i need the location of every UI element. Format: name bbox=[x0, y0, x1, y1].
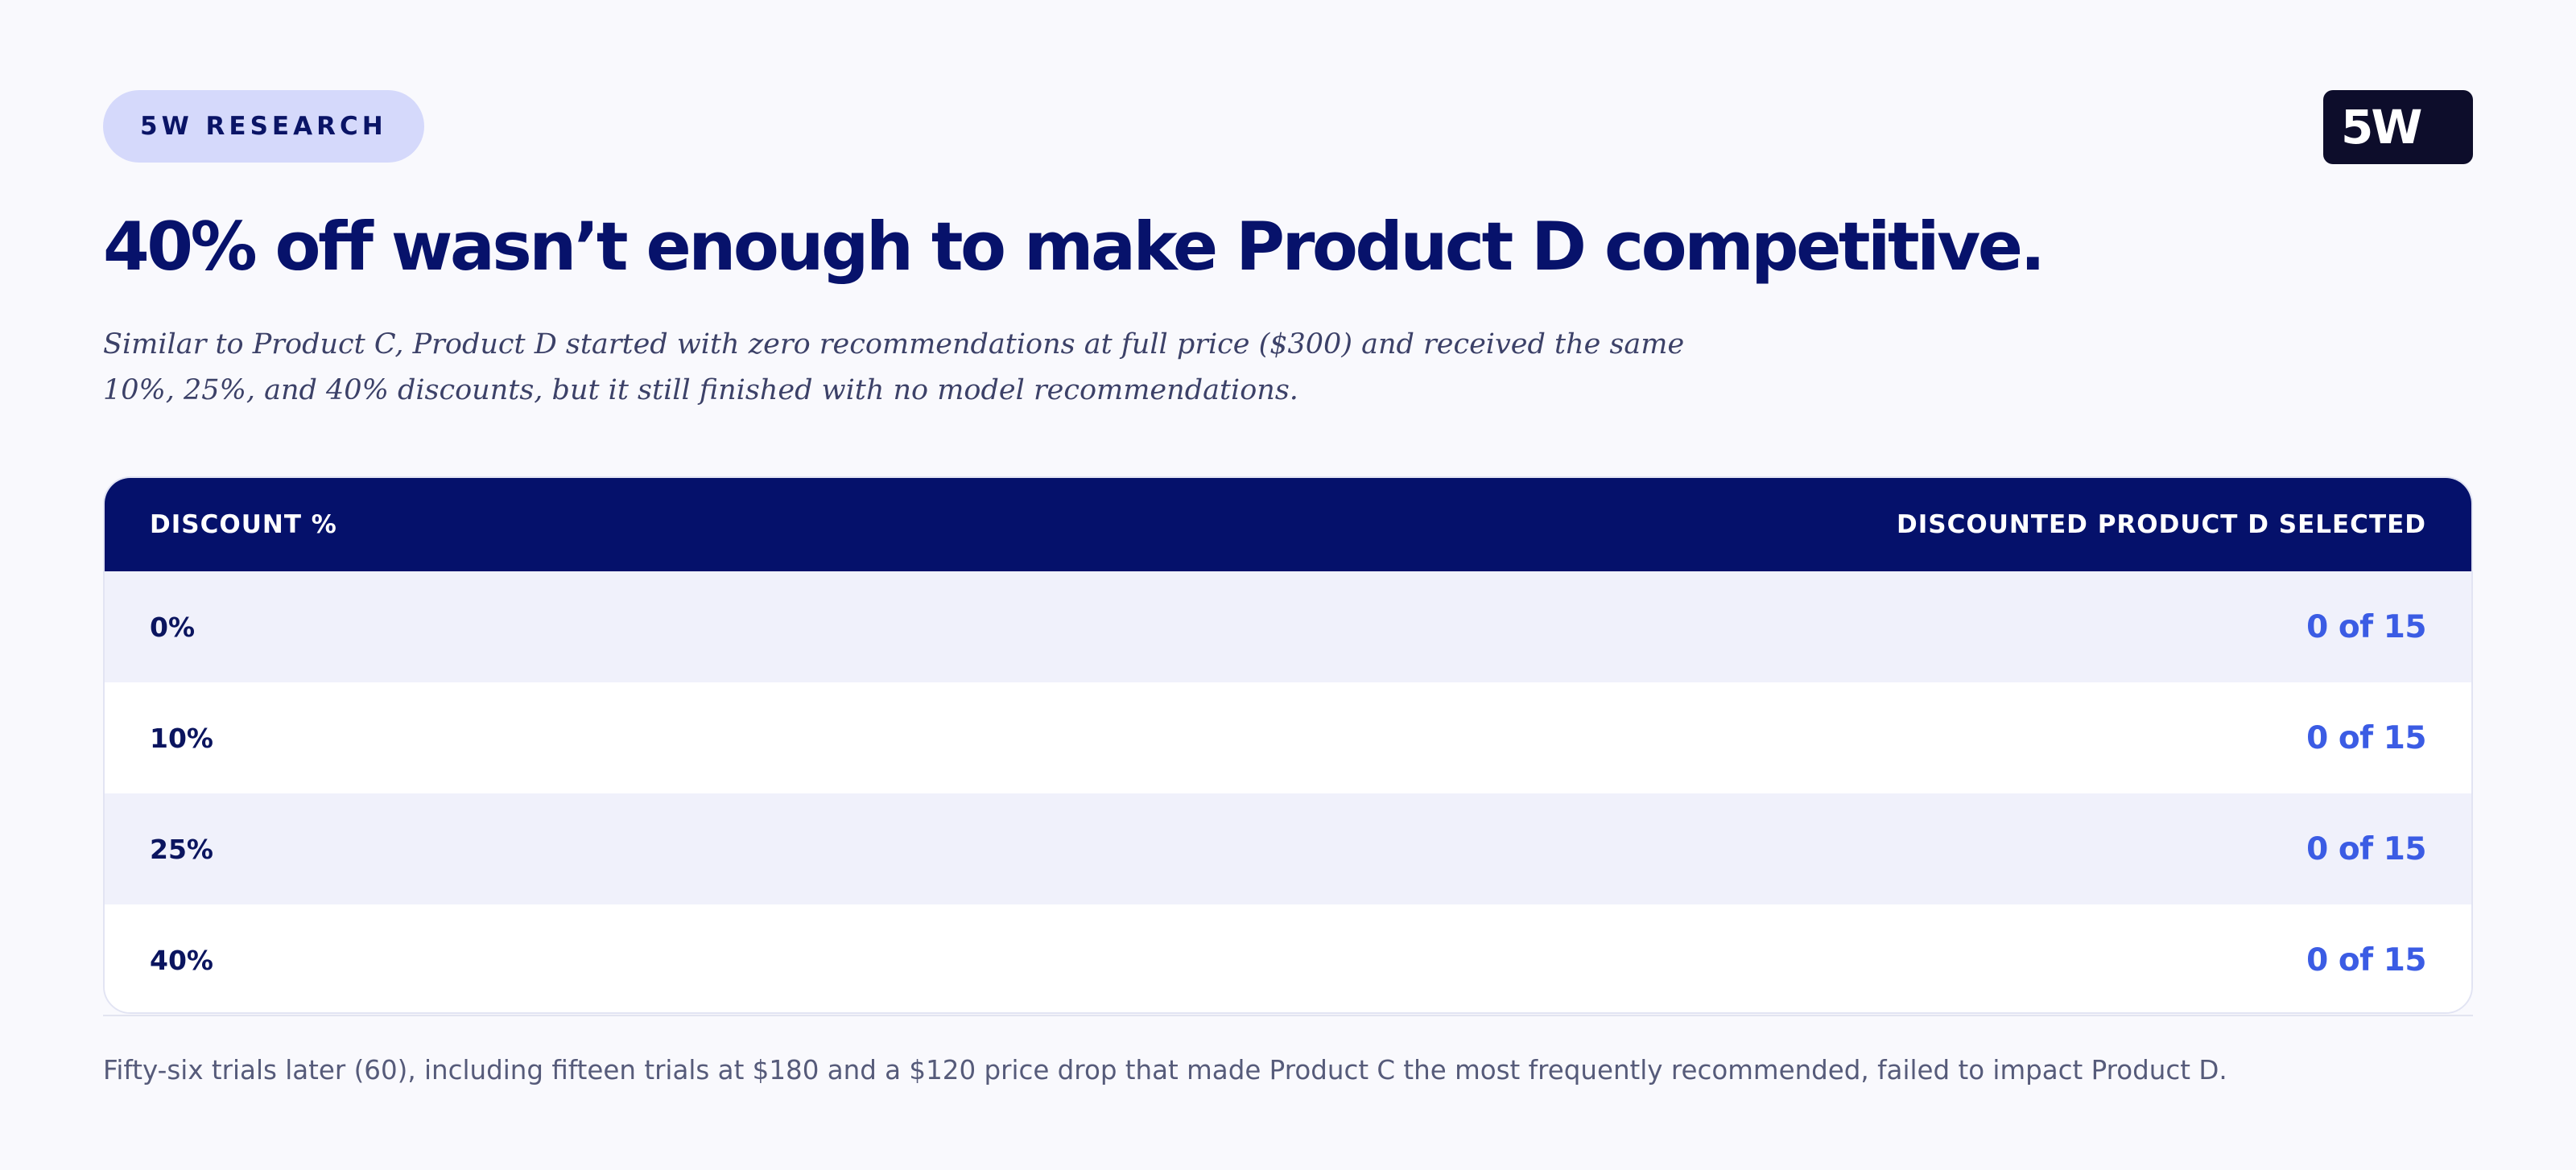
subtitle-line-2: 10%, 25%, and 40% discounts, but it stil… bbox=[103, 374, 1298, 406]
brand-logo: 5W bbox=[2323, 90, 2473, 164]
selected-cell: 0 of 15 bbox=[2306, 941, 2426, 978]
discount-results-table: DISCOUNT % DISCOUNTED PRODUCT D SELECTED… bbox=[103, 476, 2473, 1014]
table-body: 0% 0 of 15 10% 0 of 15 25% 0 of 15 40% 0… bbox=[105, 571, 2471, 1012]
discount-cell: 10% bbox=[150, 722, 213, 754]
selected-cell: 0 of 15 bbox=[2306, 719, 2426, 756]
footnote-divider bbox=[103, 1015, 2473, 1016]
table-row: 10% 0 of 15 bbox=[105, 682, 2471, 793]
discount-cell: 25% bbox=[150, 833, 213, 865]
table-row: 0% 0 of 15 bbox=[105, 571, 2471, 682]
page-subtitle: Similar to Product C, Product D started … bbox=[103, 322, 1713, 414]
footnote: Fifty-six trials later (60), including f… bbox=[103, 1055, 2227, 1086]
table-header-row: DISCOUNT % DISCOUNTED PRODUCT D SELECTED bbox=[105, 478, 2471, 571]
column-header-discount: DISCOUNT % bbox=[150, 510, 337, 539]
subtitle-line-1: Similar to Product C, Product D started … bbox=[103, 328, 1685, 360]
discount-cell: 0% bbox=[150, 611, 196, 643]
research-badge: 5W RESEARCH bbox=[103, 90, 424, 163]
selected-cell: 0 of 15 bbox=[2306, 608, 2426, 645]
page-title: 40% off wasn’t enough to make Product D … bbox=[103, 208, 2046, 286]
column-header-selected: DISCOUNTED PRODUCT D SELECTED bbox=[1897, 510, 2426, 539]
selected-cell: 0 of 15 bbox=[2306, 830, 2426, 867]
discount-cell: 40% bbox=[150, 944, 213, 976]
table-row: 40% 0 of 15 bbox=[105, 904, 2471, 1012]
table-row: 25% 0 of 15 bbox=[105, 793, 2471, 904]
